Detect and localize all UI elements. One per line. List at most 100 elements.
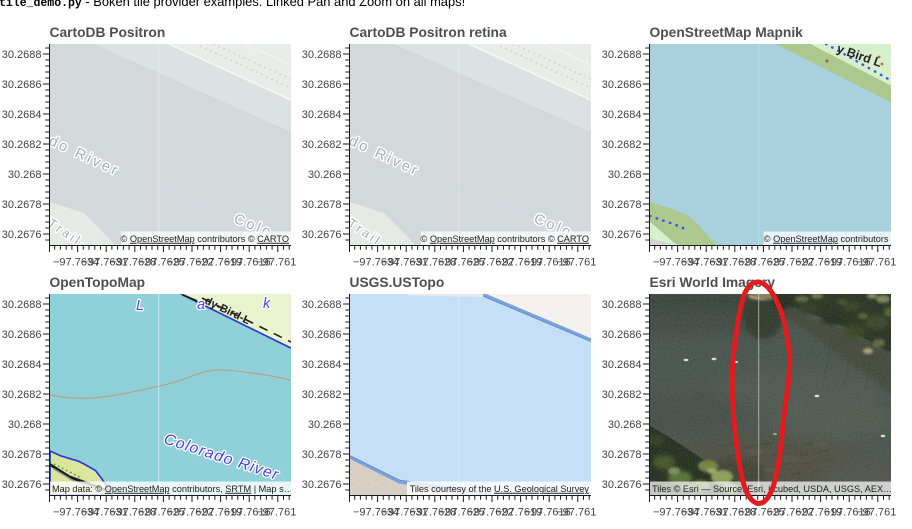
svg-text:−97.7634: −97.7634 — [53, 256, 99, 268]
svg-text:−97.7631: −97.7631 — [382, 506, 428, 518]
svg-text:30.2684: 30.2684 — [2, 109, 42, 121]
svg-text:−97.761: −97.761 — [556, 506, 596, 518]
svg-text:−97.7631: −97.7631 — [382, 256, 428, 268]
svg-text:30.2682: 30.2682 — [2, 139, 42, 151]
svg-text:30.2682: 30.2682 — [2, 389, 42, 401]
svg-text:30.2678: 30.2678 — [302, 199, 342, 211]
svg-text:30.2688: 30.2688 — [2, 49, 42, 61]
svg-text:−97.7625: −97.7625 — [439, 506, 485, 518]
svg-text:30.2686: 30.2686 — [2, 329, 42, 341]
svg-text:−97.7634: −97.7634 — [353, 506, 399, 518]
svg-text:−97.7619: −97.7619 — [496, 506, 542, 518]
svg-text:−97.7634: −97.7634 — [353, 256, 399, 268]
svg-text:−97.7631: −97.7631 — [82, 256, 128, 268]
svg-text:−97.7622: −97.7622 — [167, 256, 213, 268]
svg-text:−97.7625: −97.7625 — [139, 506, 185, 518]
svg-text:© OpenStreetMap contributors: © OpenStreetMap contributors — [764, 234, 889, 244]
svg-text:OpenStreetMap Mapnik: OpenStreetMap Mapnik — [650, 25, 804, 40]
svg-text:30.2686: 30.2686 — [2, 79, 42, 91]
svg-text:30.2682: 30.2682 — [602, 389, 642, 401]
svg-text:−97.7634: −97.7634 — [53, 506, 99, 518]
svg-text:−97.7631: −97.7631 — [682, 506, 728, 518]
svg-text:USGS.USTopo: USGS.USTopo — [350, 275, 445, 290]
svg-text:OpenTopoMap: OpenTopoMap — [50, 275, 146, 290]
svg-text:−97.7622: −97.7622 — [467, 506, 513, 518]
svg-text:30.268: 30.268 — [608, 419, 642, 431]
svg-text:30.2678: 30.2678 — [2, 199, 42, 211]
svg-text:30.2678: 30.2678 — [302, 449, 342, 461]
svg-text:−97.7622: −97.7622 — [167, 506, 213, 518]
svg-text:−97.7634: −97.7634 — [653, 506, 699, 518]
svg-text:−97.7628: −97.7628 — [410, 256, 456, 268]
svg-text:−97.7628: −97.7628 — [110, 506, 156, 518]
svg-text:Esri World Imagery: Esri World Imagery — [650, 275, 776, 290]
svg-text:CartoDB Positron retina: CartoDB Positron retina — [350, 25, 507, 40]
svg-text:−97.7631: −97.7631 — [682, 256, 728, 268]
svg-text:30.2688: 30.2688 — [602, 299, 642, 311]
svg-text:30.2686: 30.2686 — [302, 79, 342, 91]
svg-text:−97.7634: −97.7634 — [653, 256, 699, 268]
svg-text:−97.7619: −97.7619 — [796, 506, 842, 518]
svg-text:30.2684: 30.2684 — [602, 359, 642, 371]
svg-text:30.2678: 30.2678 — [2, 449, 42, 461]
svg-text:30.268: 30.268 — [308, 419, 342, 431]
svg-text:−97.7622: −97.7622 — [467, 256, 513, 268]
svg-text:30.2686: 30.2686 — [302, 329, 342, 341]
svg-text:30.2676: 30.2676 — [2, 479, 42, 491]
svg-text:30.2678: 30.2678 — [602, 199, 642, 211]
svg-text:−97.7619: −97.7619 — [496, 256, 542, 268]
svg-text:L: L — [136, 298, 144, 314]
svg-text:© OpenStreetMap contributors ©: © OpenStreetMap contributors © CARTO — [421, 234, 589, 244]
svg-text:30.2676: 30.2676 — [302, 479, 342, 491]
svg-text:30.2676: 30.2676 — [602, 479, 642, 491]
svg-text:30.268: 30.268 — [8, 419, 42, 431]
svg-text:−97.7631: −97.7631 — [82, 506, 128, 518]
svg-text:−97.7616: −97.7616 — [825, 256, 871, 268]
svg-text:−97.7619: −97.7619 — [796, 256, 842, 268]
svg-text:−97.7622: −97.7622 — [767, 256, 813, 268]
svg-text:30.2686: 30.2686 — [602, 329, 642, 341]
svg-text:CartoDB Positron: CartoDB Positron — [50, 25, 166, 40]
svg-text:30.2686: 30.2686 — [602, 79, 642, 91]
svg-text:a: a — [197, 297, 205, 313]
svg-text:30.2678: 30.2678 — [602, 449, 642, 461]
svg-text:−97.7625: −97.7625 — [439, 256, 485, 268]
svg-text:30.2682: 30.2682 — [302, 139, 342, 151]
svg-text:−97.7616: −97.7616 — [225, 506, 271, 518]
svg-text:−97.7628: −97.7628 — [110, 256, 156, 268]
svg-text:30.2676: 30.2676 — [2, 229, 42, 241]
svg-text:30.268: 30.268 — [8, 169, 42, 181]
svg-text:−97.7619: −97.7619 — [196, 256, 242, 268]
svg-text:30.2688: 30.2688 — [602, 49, 642, 61]
svg-text:30.2682: 30.2682 — [302, 389, 342, 401]
svg-text:−97.7616: −97.7616 — [825, 506, 871, 518]
svg-text:30.2676: 30.2676 — [302, 229, 342, 241]
svg-text:30.2688: 30.2688 — [302, 299, 342, 311]
svg-text:−97.761: −97.761 — [556, 256, 596, 268]
svg-text:30.2684: 30.2684 — [2, 359, 42, 371]
svg-text:−97.761: −97.761 — [256, 506, 296, 518]
svg-text:−97.7619: −97.7619 — [196, 506, 242, 518]
svg-text:30.2682: 30.2682 — [602, 139, 642, 151]
svg-text:30.2676: 30.2676 — [602, 229, 642, 241]
svg-text:−97.7622: −97.7622 — [767, 506, 813, 518]
svg-text:−97.761: −97.761 — [256, 256, 296, 268]
svg-text:30.268: 30.268 — [308, 169, 342, 181]
svg-text:30.2688: 30.2688 — [2, 299, 42, 311]
svg-text:−97.7628: −97.7628 — [710, 506, 756, 518]
svg-text:© OpenStreetMap contributors ©: © OpenStreetMap contributors © CARTO — [121, 234, 289, 244]
svg-text:30.2684: 30.2684 — [302, 359, 342, 371]
svg-text:k: k — [263, 296, 271, 312]
svg-text:−97.761: −97.761 — [856, 506, 896, 518]
svg-text:30.2684: 30.2684 — [602, 109, 642, 121]
svg-text:−97.7616: −97.7616 — [525, 506, 571, 518]
svg-text:−97.7628: −97.7628 — [410, 506, 456, 518]
svg-text:30.2688: 30.2688 — [302, 49, 342, 61]
svg-text:−97.7625: −97.7625 — [739, 256, 785, 268]
svg-text:30.2684: 30.2684 — [302, 109, 342, 121]
svg-text:Map data: © OpenStreetMap cont: Map data: © OpenStreetMap contributors, … — [52, 484, 293, 494]
svg-text:−97.7625: −97.7625 — [739, 506, 785, 518]
svg-text:−97.7628: −97.7628 — [710, 256, 756, 268]
svg-text:−97.7625: −97.7625 — [139, 256, 185, 268]
svg-text:−97.7616: −97.7616 — [525, 256, 571, 268]
